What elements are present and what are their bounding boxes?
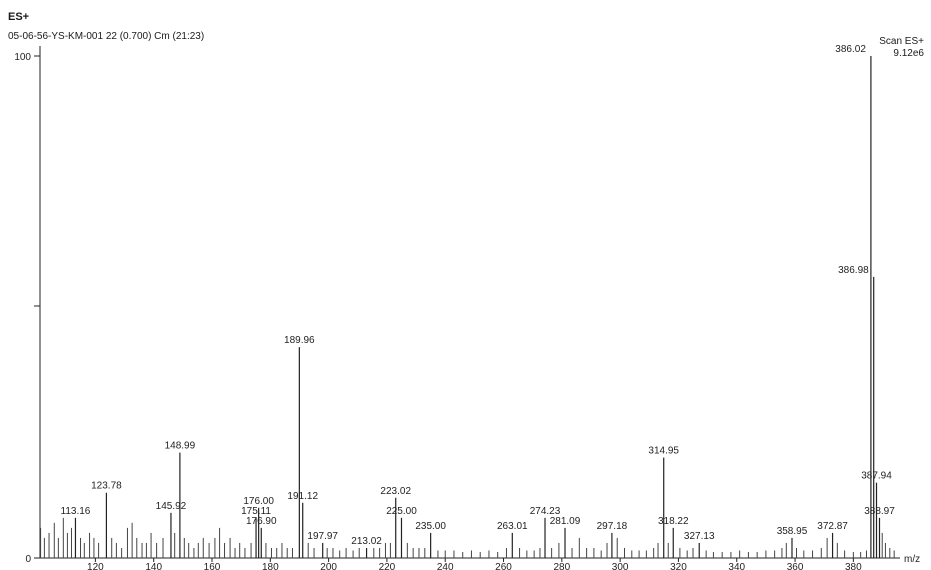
peak-label: 327.13 <box>684 531 715 542</box>
peak-label: 297.18 <box>597 521 628 532</box>
peak-label: 274.23 <box>530 506 561 517</box>
peak-label: 123.78 <box>91 481 122 492</box>
x-tick-label: 200 <box>320 562 337 570</box>
minor-peaks-group <box>40 517 895 558</box>
peak-label: 386.02 <box>835 44 866 55</box>
x-tick-label: 260 <box>495 562 512 570</box>
peak-label: 176.00 <box>243 496 274 507</box>
peak-label: 263.01 <box>497 521 528 532</box>
x-tick-label: 300 <box>612 562 629 570</box>
scan-mode-label: Scan ES+ <box>879 36 924 47</box>
peak-label: 358.95 <box>777 526 808 537</box>
peak-label: 386.98 <box>838 265 869 276</box>
peak-label: 235.00 <box>415 521 446 532</box>
x-tick-label: 120 <box>87 562 104 570</box>
sample-description: 05-06-56-YS-KM-001 22 (0.700) Cm (21:23) <box>8 31 204 42</box>
peak-label: 314.95 <box>648 446 679 457</box>
peak-label: 318.22 <box>658 516 689 527</box>
peak-label: 281.09 <box>550 516 581 527</box>
peak-label: 213.02 <box>351 536 382 547</box>
x-tick-label: 140 <box>145 562 162 570</box>
x-tick-label: 320 <box>670 562 687 570</box>
x-ticks-group: 120 140 160 180 200 220 240 260 280 300 320 340 360 3… <box>87 558 862 570</box>
x-tick-label: 180 <box>262 562 279 570</box>
peak-label: 113.16 <box>61 506 91 517</box>
y-tick-label: 0 <box>25 554 31 565</box>
peak-label: 197.97 <box>307 531 338 542</box>
peak-label: 189.96 <box>284 335 315 346</box>
peak-label: 145.92 <box>156 501 187 512</box>
x-tick-label: 240 <box>437 562 454 570</box>
peak-label: 388.97 <box>864 506 895 517</box>
x-tick-label: 280 <box>553 562 570 570</box>
peak-label: 223.02 <box>380 486 411 497</box>
x-axis-label: m/z <box>904 554 920 565</box>
ionization-mode-label: ES+ <box>8 11 29 23</box>
peak-label: 191.12 <box>287 491 318 502</box>
base-peak-intensity: 9.12e6 <box>893 48 924 59</box>
peak-label: 175.11 <box>241 506 271 517</box>
peak-label: 372.87 <box>817 521 848 532</box>
x-tick-label: 160 <box>204 562 221 570</box>
labeled-peaks-group <box>74 56 881 558</box>
x-tick-label: 360 <box>787 562 804 570</box>
peak-label: 148.99 <box>165 441 196 452</box>
y-ticks-group: 0 100 <box>14 52 40 565</box>
peak-label: 387.94 <box>861 471 892 482</box>
x-tick-label: 220 <box>379 562 396 570</box>
peak-label: 176.90 <box>246 516 277 527</box>
peak-label: 225.00 <box>386 506 417 517</box>
x-tick-label: 380 <box>845 562 862 570</box>
y-tick-label: 100 <box>14 52 31 63</box>
x-tick-label: 340 <box>728 562 745 570</box>
